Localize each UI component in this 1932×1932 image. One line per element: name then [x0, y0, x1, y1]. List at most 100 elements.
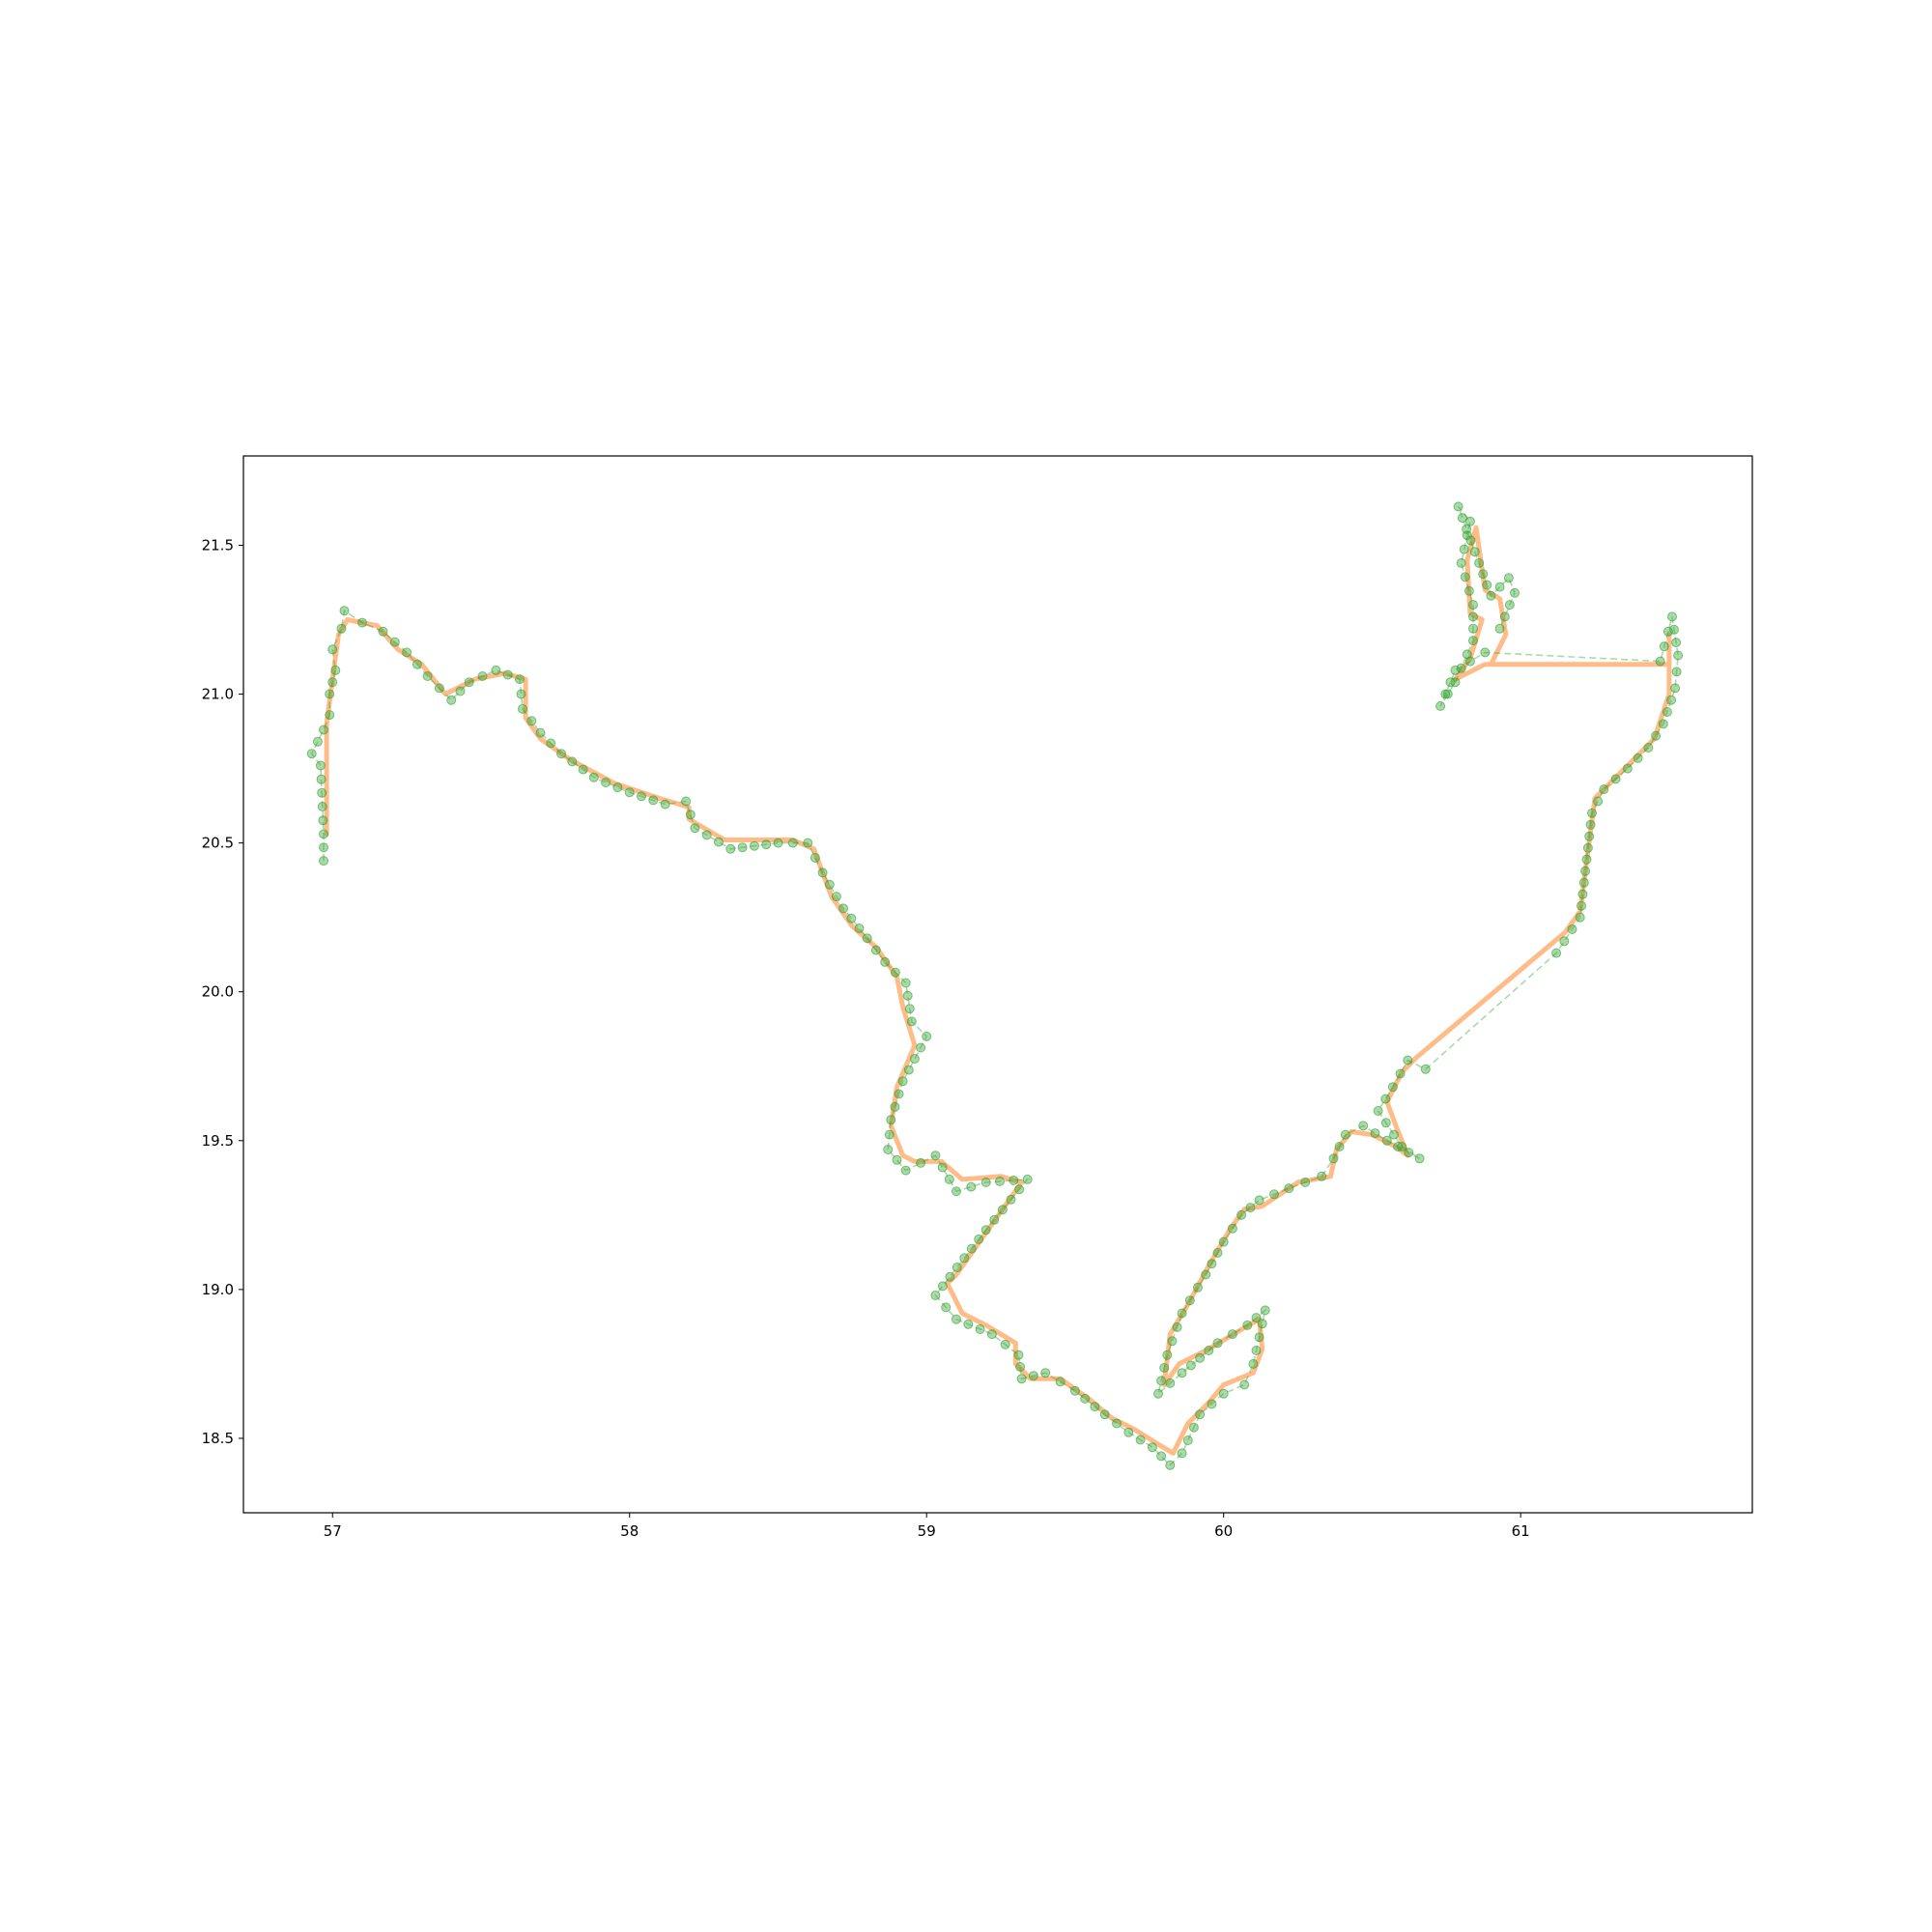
raw-track-point [1457, 513, 1467, 524]
raw-track-point [897, 1076, 908, 1087]
raw-track-point [909, 1054, 920, 1064]
raw-track-point [1486, 590, 1496, 601]
raw-track-point [1006, 1194, 1016, 1205]
raw-track-point [900, 1165, 911, 1176]
raw-track-point [1670, 683, 1681, 694]
raw-track-point [1112, 1418, 1122, 1429]
raw-track-point [1387, 1082, 1398, 1093]
x-tick-label: 60 [1214, 1522, 1233, 1540]
raw-track-point [1655, 656, 1665, 667]
raw-track-point [1248, 1358, 1259, 1369]
raw-track-point [1580, 866, 1591, 876]
raw-track-point [1671, 667, 1682, 677]
raw-track-point [1397, 1142, 1407, 1151]
raw-track-point [1435, 700, 1446, 711]
raw-track-point [1468, 623, 1478, 634]
raw-track-point [1659, 641, 1669, 652]
raw-track-point [1090, 1402, 1100, 1412]
raw-track-point [1380, 1118, 1391, 1128]
raw-track-point [1463, 585, 1474, 596]
raw-track-point [1666, 695, 1676, 705]
raw-track-point [1389, 1129, 1399, 1140]
raw-track-point [1013, 1350, 1024, 1360]
raw-track-point [945, 1271, 955, 1282]
x-tick-label: 59 [918, 1522, 936, 1540]
raw-track-point [1468, 611, 1478, 622]
raw-track-point [890, 967, 900, 978]
raw-track-point [952, 1186, 961, 1197]
raw-track-point [1184, 1295, 1195, 1306]
raw-track-point [1587, 808, 1597, 818]
raw-track-point [810, 853, 820, 863]
raw-track-point [317, 787, 327, 798]
raw-track-point [502, 669, 513, 680]
raw-track-point [1669, 624, 1679, 635]
raw-track-point [325, 689, 335, 699]
raw-track-point [1504, 600, 1515, 611]
raw-track-point [1610, 774, 1621, 784]
raw-track-point [937, 1281, 948, 1292]
raw-track-point [1480, 647, 1491, 658]
raw-track-point [930, 1291, 941, 1300]
raw-track-point [535, 727, 546, 738]
raw-track-point [1459, 544, 1469, 554]
raw-track-point [1578, 877, 1589, 888]
raw-track-point [1182, 1435, 1193, 1445]
raw-track-point [685, 810, 696, 820]
x-tick-label: 58 [620, 1522, 639, 1540]
raw-track-point [319, 724, 328, 735]
raw-track-point [526, 716, 537, 726]
raw-track-point [434, 683, 444, 694]
raw-track-point [930, 1151, 941, 1161]
raw-track-point [892, 1154, 902, 1165]
raw-track-point [660, 799, 670, 810]
raw-track-point [884, 1129, 895, 1140]
raw-track-point [1440, 689, 1451, 699]
raw-track-point [1358, 1121, 1369, 1131]
raw-track-point [1201, 1269, 1211, 1280]
raw-track-point [997, 1205, 1008, 1215]
raw-track-point [1453, 501, 1463, 512]
raw-track-point [546, 738, 556, 749]
raw-track-point [1450, 665, 1461, 675]
raw-track-point [1055, 1377, 1065, 1387]
raw-track-point [952, 1263, 962, 1272]
raw-track-point [319, 829, 328, 839]
raw-track-point [966, 1181, 977, 1192]
raw-track-point [1567, 924, 1577, 934]
raw-track-point [1227, 1223, 1237, 1234]
raw-track-point [1643, 743, 1654, 753]
raw-track-point [1177, 1368, 1187, 1378]
raw-track-point [1014, 1184, 1025, 1195]
raw-track-point [1599, 784, 1609, 795]
raw-track-point [1016, 1374, 1027, 1384]
raw-track-point [1462, 524, 1472, 534]
raw-track-point [378, 626, 388, 637]
raw-track-point [1662, 626, 1673, 637]
raw-track-point [327, 677, 338, 688]
raw-track-point [318, 815, 328, 826]
raw-track-point [1593, 796, 1604, 807]
raw-track-point [402, 647, 412, 658]
raw-track-point [966, 1243, 977, 1254]
raw-track-point [612, 782, 623, 793]
raw-track-point [787, 838, 798, 848]
raw-track-point [455, 686, 466, 696]
raw-track-point [1442, 689, 1453, 699]
raw-track-point [306, 749, 317, 759]
raw-track-point [963, 1319, 974, 1329]
raw-track-point [1300, 1177, 1311, 1187]
raw-track-point [1482, 580, 1492, 590]
raw-track-point [1577, 900, 1586, 911]
plot-area [242, 455, 1753, 1514]
raw-track-point [1069, 1385, 1080, 1396]
raw-track-point [1153, 1388, 1163, 1399]
raw-track-point [937, 1162, 948, 1173]
raw-track-point [846, 913, 857, 923]
raw-track-point [1195, 1409, 1206, 1420]
raw-track-point [890, 1101, 900, 1112]
raw-track-point [578, 764, 588, 775]
raw-track-point [986, 1329, 997, 1340]
raw-track-point [831, 892, 841, 902]
raw-track-point [1334, 1142, 1345, 1151]
